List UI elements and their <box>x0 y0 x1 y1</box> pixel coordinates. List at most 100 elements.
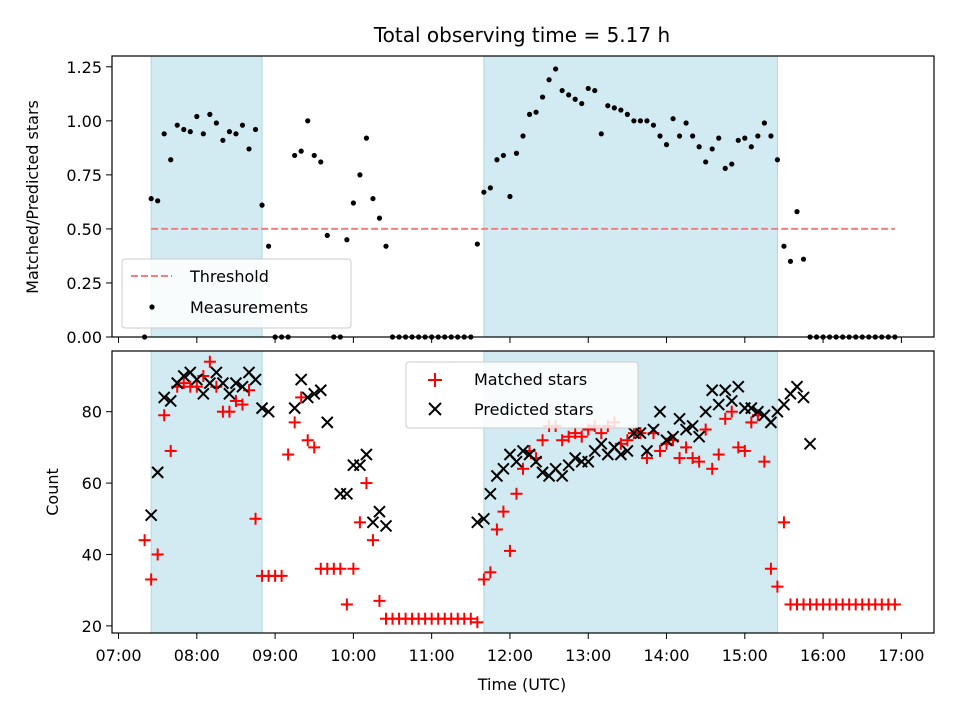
measurement-point <box>213 120 219 126</box>
measurement-point <box>246 146 252 152</box>
legend-measurements-swatch <box>149 304 155 310</box>
measurement-point <box>598 131 604 137</box>
predicted-star-point <box>764 416 778 429</box>
bottom-legend: Matched stars Predicted stars <box>405 361 639 429</box>
matched-star-point <box>295 391 308 404</box>
measurement-point <box>631 118 637 124</box>
x-tick-label: 08:00 <box>174 646 220 665</box>
bottom-panel: 20 40 60 80 07:00 08:00 09:00 10:00 11:00 12:00 1… <box>43 350 935 694</box>
measurement-point <box>148 196 154 202</box>
measurement-point <box>794 209 800 215</box>
predicted-star-point <box>314 384 327 397</box>
matched-star-point <box>680 441 693 454</box>
predicted-star-point <box>210 366 223 379</box>
measurement-point <box>161 131 167 137</box>
predicted-star-point <box>197 387 210 401</box>
predicted-star-point <box>595 437 608 451</box>
matched-star-point <box>360 477 373 490</box>
predicted-star-point <box>164 394 177 408</box>
predicted-star-point <box>634 426 647 440</box>
matched-star-point <box>484 566 497 579</box>
matched-star-point <box>158 409 171 422</box>
top-legend: Threshold Measurements <box>121 258 352 329</box>
predicted-star-point <box>640 444 654 458</box>
measurement-point <box>650 122 657 128</box>
measurement-point <box>742 135 748 141</box>
predicted-star-point <box>705 384 719 397</box>
predicted-star-point <box>777 398 791 411</box>
measurement-point <box>761 120 767 126</box>
predicted-star-point <box>568 451 582 465</box>
predicted-star-point <box>477 512 491 525</box>
measurement-points <box>142 66 898 340</box>
measurement-point <box>644 118 650 124</box>
measurement-point <box>311 152 317 159</box>
measurement-point <box>239 122 246 128</box>
measurement-point <box>494 157 500 163</box>
predicted-star-point <box>223 387 236 401</box>
measurement-point <box>722 165 728 171</box>
predicted-star-point <box>301 391 314 404</box>
measurement-point <box>363 135 370 141</box>
matched-star-point <box>249 512 262 525</box>
matched-star-point <box>490 523 503 536</box>
matched-star-point <box>764 562 777 575</box>
matched-star-point <box>301 434 314 447</box>
x-tick-label: 12:00 <box>487 646 533 665</box>
predicted-star-point <box>797 391 810 404</box>
y-tick-label: 0.00 <box>66 328 102 347</box>
x-tick-label: 17:00 <box>878 646 924 665</box>
predicted-star-point <box>151 466 164 479</box>
measurement-point <box>292 152 298 159</box>
predicted-star-point <box>745 401 758 415</box>
matched-star-point <box>888 598 901 611</box>
matched-star-point <box>477 573 490 586</box>
measurement-point <box>520 133 526 139</box>
predicted-star-point <box>712 398 725 411</box>
measurement-point <box>194 113 200 120</box>
predicted-star-point <box>236 380 249 393</box>
matched-star-point <box>503 544 516 557</box>
chart-title: Total observing time = 5.17 h <box>373 23 670 47</box>
measurement-point <box>357 172 363 178</box>
matched-star-point <box>353 516 366 529</box>
matched-star-point <box>145 573 158 586</box>
measurement-point <box>572 96 578 102</box>
matched-star-point <box>673 452 686 465</box>
matched-star-point <box>308 441 321 454</box>
matched-star-point <box>229 394 242 407</box>
matched-star-point <box>373 594 386 607</box>
predicted-star-point <box>340 487 354 500</box>
matched-star-point <box>151 548 164 561</box>
predicted-star-point <box>582 455 595 468</box>
shaded-interval <box>483 55 778 338</box>
predicted-star-point <box>144 508 158 522</box>
predicted-star-point <box>621 444 634 458</box>
measurement-point <box>637 118 644 124</box>
measurement-point <box>233 131 239 137</box>
measurement-point <box>546 77 552 83</box>
top-plot-frame <box>111 55 935 338</box>
y-tick-label: 20 <box>82 617 102 636</box>
matched-star-point <box>640 452 653 465</box>
y-tick-label: 1.25 <box>66 58 102 77</box>
matched-star-point <box>203 355 216 368</box>
measurement-point <box>735 137 741 143</box>
measurement-point <box>696 144 702 150</box>
measurement-point <box>716 135 722 141</box>
measurement-point <box>226 129 233 135</box>
predicted-star-point <box>516 444 530 458</box>
matched-star-point <box>275 569 288 582</box>
predicted-star-point <box>673 412 686 426</box>
measurement-point <box>265 243 272 249</box>
measurement-point <box>383 243 389 249</box>
predicted-star-point <box>660 434 673 447</box>
matched-star-point <box>569 427 582 440</box>
matched-stars-points <box>138 355 901 629</box>
matched-star-point <box>471 616 484 629</box>
matched-star-point <box>366 534 379 547</box>
y-tick-label: 0.25 <box>66 274 102 293</box>
matched-star-point <box>562 430 575 443</box>
matched-star-point <box>777 516 790 529</box>
